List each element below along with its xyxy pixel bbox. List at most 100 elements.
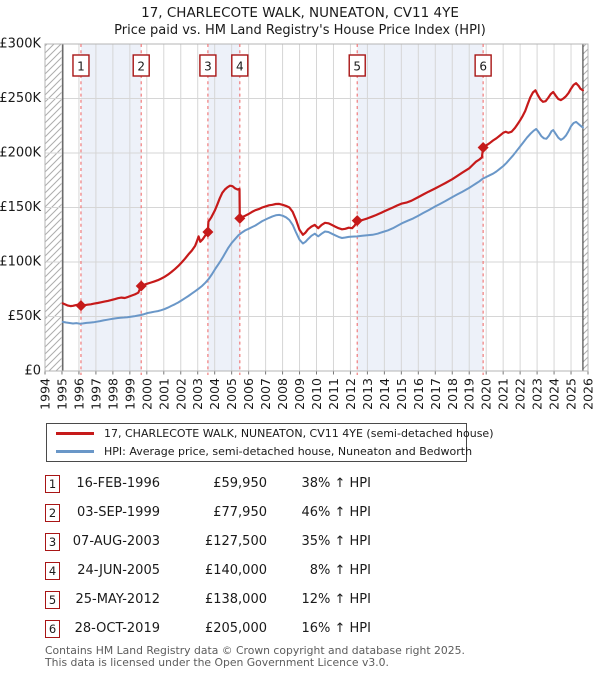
sale-number-badge: 5 bbox=[45, 590, 60, 609]
sale-date: 16-FEB-1996 bbox=[76, 476, 160, 491]
x-axis-label: 2011 bbox=[326, 378, 341, 410]
x-axis-label: 2000 bbox=[139, 378, 154, 410]
footer-line-1: Contains HM Land Registry data © Crown c… bbox=[45, 644, 465, 657]
sale-number-badge: 4 bbox=[45, 561, 60, 580]
sale-marker-6 bbox=[477, 142, 489, 154]
x-axis-label: 2021 bbox=[496, 378, 511, 410]
x-axis-label: 2016 bbox=[411, 378, 426, 410]
sale-hpi-diff: 16% ↑ HPI bbox=[301, 621, 371, 636]
sale-hpi-diff: 38% ↑ HPI bbox=[301, 476, 371, 491]
legend-label-hpi: HPI: Average price, semi-detached house,… bbox=[104, 445, 473, 458]
legend-row-property: 17, CHARLECOTE WALK, NUNEATON, CV11 4YE … bbox=[56, 426, 494, 441]
x-axis-label: 1994 bbox=[38, 378, 53, 410]
x-axis-label: 2006 bbox=[241, 378, 256, 410]
legend-label-property: 17, CHARLECOTE WALK, NUNEATON, CV11 4YE … bbox=[104, 427, 494, 440]
x-axis-label: 2025 bbox=[564, 378, 579, 410]
sale-hpi-diff: 8% ↑ HPI bbox=[309, 563, 371, 578]
sale-number-2: 2 bbox=[137, 60, 145, 74]
x-axis-label: 2014 bbox=[377, 378, 392, 410]
x-axis-label: 2005 bbox=[224, 378, 239, 410]
y-axis-label: £300K bbox=[0, 37, 41, 52]
sale-number-badge: 6 bbox=[45, 619, 60, 638]
x-axis-label: 2009 bbox=[292, 378, 307, 410]
sale-number-3: 3 bbox=[204, 60, 212, 74]
x-axis-label: 2022 bbox=[513, 378, 528, 410]
x-axis-label: 2015 bbox=[394, 378, 409, 410]
x-axis-label: 2003 bbox=[190, 378, 205, 410]
footer-line-2: This data is licensed under the Open Gov… bbox=[45, 655, 389, 669]
x-axis-label: 2026 bbox=[581, 378, 596, 410]
x-axis-label: 2013 bbox=[360, 378, 375, 410]
sale-price: £77,950 bbox=[213, 505, 267, 520]
x-axis-label: 2024 bbox=[547, 378, 562, 410]
x-axis-label: 2007 bbox=[258, 378, 273, 410]
x-axis-label: 1999 bbox=[122, 378, 137, 410]
chart-legend: 17, CHARLECOTE WALK, NUNEATON, CV11 4YE … bbox=[46, 423, 494, 462]
sale-number-box-4 bbox=[231, 54, 249, 77]
sale-number-4: 4 bbox=[236, 60, 244, 74]
sale-number-5: 5 bbox=[353, 60, 361, 74]
sale-number-box-2 bbox=[132, 54, 150, 77]
sale-price: £138,000 bbox=[204, 592, 267, 607]
x-axis-label: 2023 bbox=[530, 378, 545, 410]
x-axis-label: 1995 bbox=[54, 378, 69, 410]
x-axis-label: 2008 bbox=[275, 378, 290, 410]
sale-row: 1 16-FEB-1996 £59,950 38% ↑ HPI bbox=[45, 469, 377, 498]
blue-line-swatch bbox=[56, 450, 94, 453]
footer-copyright: Contains HM Land Registry data © Crown c… bbox=[45, 645, 465, 668]
x-axis-label: 2001 bbox=[156, 378, 171, 410]
sale-marker-5 bbox=[351, 215, 363, 227]
sale-number-box-1 bbox=[72, 54, 90, 77]
sale-date: 07-AUG-2003 bbox=[72, 534, 160, 549]
x-axis-label: 1996 bbox=[71, 378, 86, 410]
y-axis-label: £50K bbox=[8, 309, 42, 324]
x-axis-label: 2012 bbox=[343, 378, 358, 410]
sale-hpi-diff: 12% ↑ HPI bbox=[301, 592, 371, 607]
sale-number-badge: 3 bbox=[45, 532, 60, 551]
sale-number-badge: 2 bbox=[45, 503, 60, 522]
sale-hpi-diff: 35% ↑ HPI bbox=[301, 534, 371, 549]
sale-date: 25-MAY-2012 bbox=[75, 592, 160, 607]
x-axis-label: 2002 bbox=[173, 378, 188, 410]
sale-marker-3 bbox=[202, 226, 214, 238]
hpi-average-line bbox=[61, 120, 584, 325]
sale-row: 3 07-AUG-2003 £127,500 35% ↑ HPI bbox=[45, 527, 377, 556]
sale-price: £127,500 bbox=[204, 534, 267, 549]
sale-number-1: 1 bbox=[77, 60, 85, 74]
x-axis-label: 2017 bbox=[428, 378, 443, 410]
y-axis-label: £100K bbox=[0, 255, 41, 270]
sales-table: 1 16-FEB-1996 £59,950 38% ↑ HPI 2 03-SEP-1999… bbox=[45, 469, 377, 643]
x-axis-label: 2019 bbox=[462, 378, 477, 410]
property-price-line bbox=[61, 82, 585, 308]
sale-marker-2 bbox=[135, 280, 147, 292]
sale-number-box-6 bbox=[474, 54, 492, 77]
y-axis-label: £250K bbox=[0, 91, 41, 106]
sale-hpi-diff: 46% ↑ HPI bbox=[301, 505, 371, 520]
y-axis-label: £200K bbox=[0, 146, 41, 161]
sale-row: 6 28-OCT-2019 £205,000 16% ↑ HPI bbox=[45, 614, 377, 643]
sale-number-6: 6 bbox=[479, 60, 487, 74]
legend-row-hpi: HPI: Average price, semi-detached house,… bbox=[56, 444, 472, 459]
sale-price: £59,950 bbox=[213, 476, 267, 491]
sale-row: 4 24-JUN-2005 £140,000 8% ↑ HPI bbox=[45, 556, 377, 585]
sale-number-box-3 bbox=[199, 54, 217, 77]
x-axis-label: 2020 bbox=[479, 378, 494, 410]
x-axis-label: 2018 bbox=[445, 378, 460, 410]
page-title: 17, CHARLECOTE WALK, NUNEATON, CV11 4YE bbox=[141, 5, 459, 21]
x-axis-label: 1998 bbox=[105, 378, 120, 410]
x-axis-label: 2010 bbox=[309, 378, 324, 410]
x-axis-label: 1997 bbox=[88, 378, 103, 410]
sale-row: 5 25-MAY-2012 £138,000 12% ↑ HPI bbox=[45, 585, 377, 614]
y-axis-label: £0 bbox=[24, 364, 41, 379]
sale-date: 24-JUN-2005 bbox=[77, 563, 160, 578]
sale-number-badge: 1 bbox=[45, 474, 60, 493]
sale-date: 28-OCT-2019 bbox=[74, 621, 160, 636]
sale-date: 03-SEP-1999 bbox=[76, 505, 160, 520]
sale-row: 2 03-SEP-1999 £77,950 46% ↑ HPI bbox=[45, 498, 377, 527]
red-line-swatch bbox=[56, 432, 94, 435]
x-axis-label: 2004 bbox=[207, 378, 222, 410]
plot-border bbox=[44, 43, 589, 372]
sale-price: £140,000 bbox=[204, 563, 267, 578]
